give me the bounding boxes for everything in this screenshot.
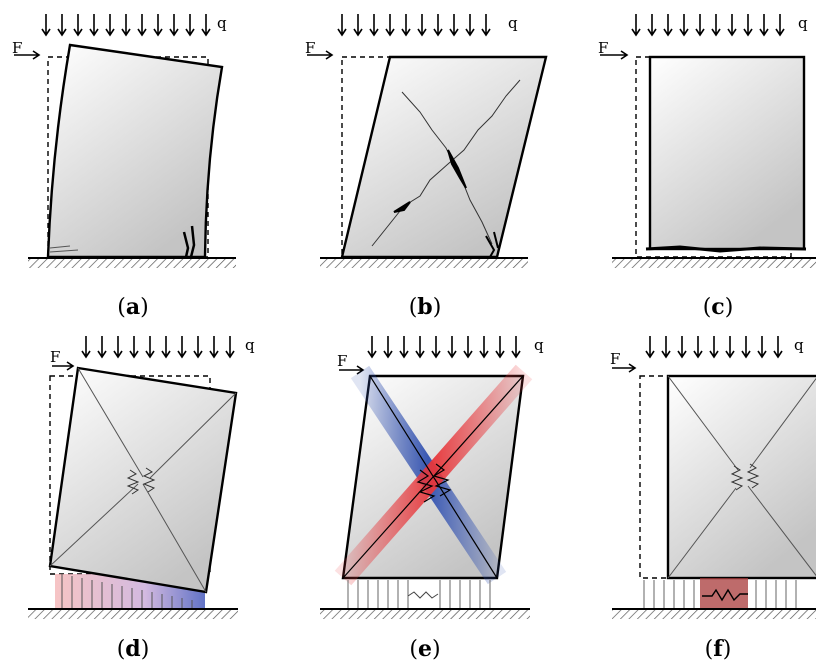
crack-opening-2 (393, 201, 411, 213)
panel-c: q F (598, 14, 816, 268)
base-springs (347, 580, 491, 608)
ground-hatch (28, 609, 238, 619)
diagonal-strut-2 (49, 392, 237, 567)
deformed-wall (46, 43, 224, 259)
crack-opening-1 (447, 149, 467, 189)
force-label-f: F (50, 348, 60, 366)
panel-e: q F (320, 336, 544, 619)
force-label-f: F (305, 39, 315, 57)
force-arrow (14, 50, 41, 60)
toe-crack (485, 231, 499, 258)
load-label-q: q (798, 14, 808, 32)
rotated-wall (48, 366, 238, 594)
load-label-q: q (508, 14, 518, 32)
force-arrow (52, 361, 75, 371)
load-label-q: q (534, 336, 544, 354)
force-arrow (307, 50, 334, 60)
diagonal-strut-1 (77, 367, 207, 593)
caption-e: (e) (409, 636, 441, 662)
diagonal-strut-2 (342, 375, 524, 579)
shear-spring (730, 463, 760, 491)
force-label-f: F (337, 352, 347, 370)
distributed-load-arrows (81, 336, 235, 359)
caption-c: (c) (702, 294, 734, 320)
force-arrow (612, 363, 637, 373)
panel-b: q F (305, 14, 548, 268)
distributed-load-arrows (645, 336, 783, 359)
toe-crack (182, 225, 196, 258)
force-arrow (600, 50, 629, 60)
caption-b: (b) (408, 294, 442, 320)
diagonal-strut-2 (667, 377, 816, 579)
caption-d: (d) (116, 636, 150, 662)
load-label-q: q (245, 336, 255, 354)
original-outline (49, 375, 211, 575)
sliding-spring (702, 588, 748, 602)
base-shear-spring (407, 591, 439, 599)
diagonal-crack-2 (371, 79, 521, 247)
shear-spring (126, 467, 156, 495)
sheared-wall (340, 55, 548, 259)
panel-f: q F (610, 336, 816, 619)
slid-wall (648, 55, 806, 251)
diagonal-strut-1 (667, 375, 816, 577)
sliding-plane (645, 245, 807, 253)
caption-f: (f) (704, 636, 732, 662)
load-label-q: q (794, 336, 804, 354)
distributed-load-arrows (367, 336, 521, 359)
shear-spring (416, 463, 452, 503)
ground-hatch (28, 258, 236, 268)
panel-a: q F (12, 14, 236, 268)
base-springs (643, 580, 797, 608)
ground-hatch (320, 609, 530, 619)
base-springs (61, 574, 193, 608)
ground-hatch (320, 258, 528, 268)
panel-d: q F (28, 336, 255, 619)
ground-hatch (612, 609, 816, 619)
ground-hatch (612, 258, 816, 268)
caption-a: (a) (117, 294, 149, 320)
force-label-f: F (598, 39, 608, 57)
distributed-load-arrows (631, 14, 785, 37)
heel-crack (49, 245, 79, 253)
distributed-load-arrows (337, 14, 491, 37)
force-label-f: F (12, 39, 22, 57)
load-label-q: q (217, 14, 227, 32)
distributed-load-arrows (41, 14, 211, 37)
force-label-f: F (610, 350, 620, 368)
